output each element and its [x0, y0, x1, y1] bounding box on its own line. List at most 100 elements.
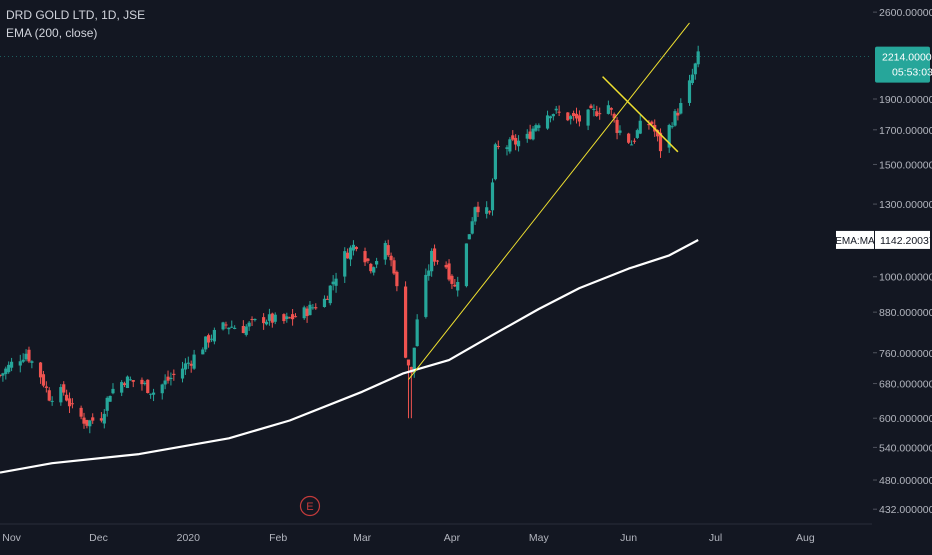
candle-body: [163, 380, 167, 385]
trendline: [408, 22, 690, 380]
candle-body: [693, 63, 697, 75]
earnings-event-label: E: [306, 501, 313, 513]
candle-body: [629, 144, 634, 146]
candle-body: [427, 270, 431, 276]
candle-body: [122, 383, 127, 385]
candle-body: [285, 316, 289, 320]
candle-body: [531, 128, 535, 140]
candle-body: [212, 329, 216, 342]
time-tick-label: Apr: [444, 532, 461, 544]
candle-body: [224, 324, 228, 326]
candle-body: [206, 335, 211, 343]
candle-body: [221, 322, 225, 330]
candle-body: [105, 397, 109, 411]
candle-body: [632, 140, 637, 142]
candle-body: [372, 267, 376, 273]
ema-200-line: [0, 239, 699, 474]
candle-body: [241, 325, 245, 334]
time-tick-label: Aug: [796, 532, 815, 544]
candle-body: [435, 260, 440, 262]
candle-body: [389, 255, 393, 261]
candle-body: [325, 298, 329, 300]
candle-body: [149, 393, 153, 395]
candle-body: [476, 206, 480, 213]
candle-body: [696, 51, 700, 65]
price-tick-label: 540.000000: [879, 442, 932, 454]
candle-body: [406, 359, 411, 366]
candle-body: [27, 349, 31, 362]
price-tick-label: 1900.00000: [879, 94, 932, 106]
candle-body: [534, 125, 538, 131]
candle-body: [160, 384, 164, 394]
candle-body: [7, 364, 11, 373]
candle-body: [322, 298, 327, 308]
ema-value: 1142.20037: [880, 235, 932, 247]
candle-body: [290, 314, 295, 320]
candle-body: [169, 377, 173, 380]
candle-body: [125, 376, 130, 389]
symbol-title[interactable]: DRD GOLD LTD, 1D, JSE: [6, 8, 146, 22]
candle-body: [151, 392, 156, 395]
candle-body: [351, 244, 356, 251]
candle-body: [264, 321, 269, 325]
earnings-event-icon: [299, 495, 321, 517]
candle-body: [473, 207, 477, 222]
candle-body: [577, 115, 582, 122]
candle-body: [79, 407, 83, 417]
candle-body: [209, 338, 214, 340]
candle-body: [311, 307, 315, 309]
ema-value-tag: [875, 230, 930, 249]
candle-body: [409, 366, 413, 373]
candle-body: [308, 304, 312, 316]
candle-body: [30, 361, 34, 363]
candle-body: [670, 126, 674, 128]
time-tick-label: 2020: [177, 532, 201, 544]
candle-body: [348, 247, 353, 260]
price-tick-label: 600.000000: [879, 413, 932, 425]
candle-body: [270, 313, 274, 323]
last-price-tag: [875, 46, 930, 83]
candle-body: [656, 129, 660, 137]
price-tick-label: 1700.00000: [879, 125, 932, 137]
price-tick-label: 880.000000: [879, 307, 932, 319]
candle-body: [618, 130, 622, 133]
candle-body: [314, 307, 318, 309]
candle-body: [609, 108, 613, 110]
candle-body: [514, 137, 518, 145]
time-tick-label: Jun: [620, 532, 637, 544]
indicator-label[interactable]: EMA (200, close): [6, 26, 98, 40]
candle-body: [511, 135, 515, 140]
price-tick-label: 1300.00000: [879, 199, 932, 211]
ema-name-label: EMA:MA: [835, 236, 875, 247]
candle-body: [108, 395, 112, 402]
bar-countdown: 05:53:03: [892, 67, 932, 79]
candle-body: [172, 373, 176, 375]
candle-body: [111, 388, 115, 394]
candle-body: [253, 318, 257, 321]
candle-body: [65, 394, 69, 401]
candle-body: [548, 116, 553, 119]
candle-body: [1, 373, 5, 376]
time-tick-label: Nov: [2, 532, 21, 544]
candle-body: [412, 347, 416, 373]
candle-body: [343, 251, 347, 277]
candle-body: [615, 119, 619, 133]
time-tick-label: Dec: [89, 532, 108, 544]
time-tick-label: Jul: [709, 532, 722, 544]
candle-body: [490, 182, 495, 211]
candle-body: [24, 353, 28, 360]
price-tick-label: 1000.00000: [879, 272, 932, 284]
candle-body: [85, 419, 89, 426]
candle-body: [673, 111, 677, 126]
candle-body: [366, 258, 370, 261]
candle-body: [70, 403, 75, 405]
candle-body: [67, 398, 72, 407]
price-tick-label: 680.000000: [879, 379, 932, 391]
candle-body: [273, 314, 277, 322]
candle-body: [403, 286, 408, 358]
candle-body: [47, 390, 51, 401]
candle-body: [647, 123, 651, 126]
candle-body: [595, 111, 599, 116]
